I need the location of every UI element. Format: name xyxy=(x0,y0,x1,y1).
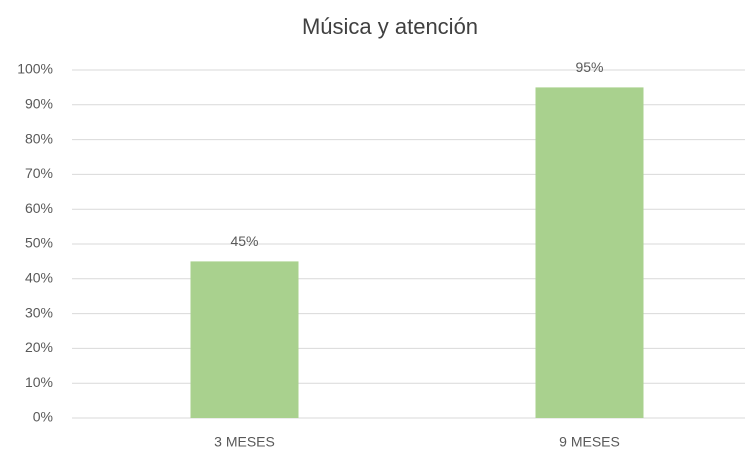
y-tick-label: 10% xyxy=(25,374,53,390)
x-tick-label: 9 MESES xyxy=(559,434,620,450)
y-tick-label: 20% xyxy=(25,339,53,355)
bar xyxy=(535,87,644,419)
data-label: 45% xyxy=(230,233,258,249)
y-tick-label: 50% xyxy=(25,235,53,251)
y-tick-label: 0% xyxy=(33,409,53,425)
y-tick-label: 100% xyxy=(17,61,53,77)
bar xyxy=(190,261,299,418)
y-tick-label: 90% xyxy=(25,96,53,112)
x-tick-label: 3 MESES xyxy=(214,434,275,450)
y-tick-label: 30% xyxy=(25,304,53,320)
chart-title: Música y atención xyxy=(302,14,478,39)
y-tick-label: 60% xyxy=(25,200,53,216)
data-label: 95% xyxy=(575,59,603,75)
y-tick-label: 40% xyxy=(25,270,53,286)
y-tick-label: 80% xyxy=(25,130,53,146)
y-tick-label: 70% xyxy=(25,165,53,181)
